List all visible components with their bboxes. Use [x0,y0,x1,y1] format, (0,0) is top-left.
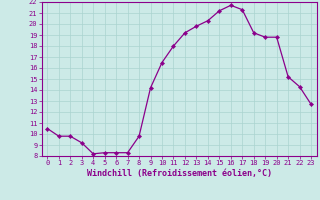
X-axis label: Windchill (Refroidissement éolien,°C): Windchill (Refroidissement éolien,°C) [87,169,272,178]
